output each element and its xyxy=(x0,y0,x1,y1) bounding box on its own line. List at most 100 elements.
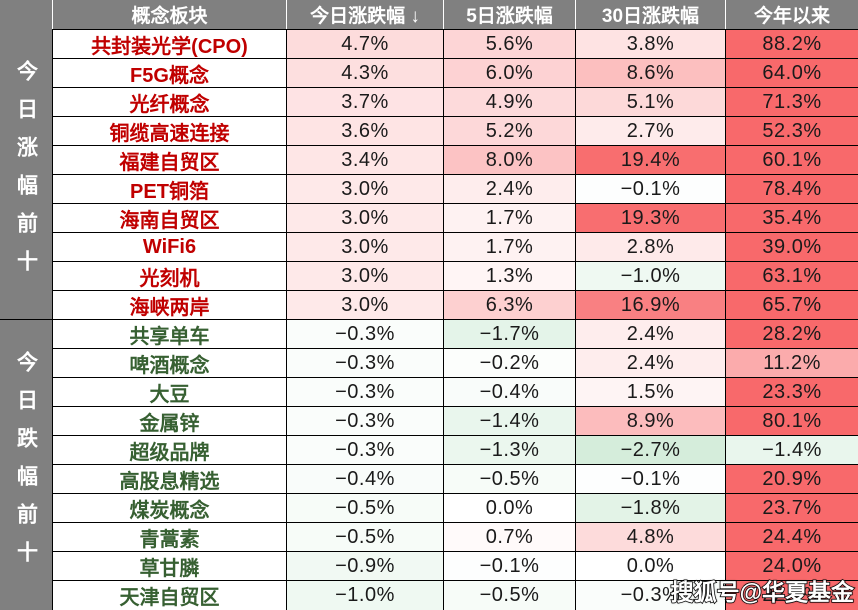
ytd-change-value: 35.4% xyxy=(725,204,858,232)
5day-change-value: 0.0% xyxy=(443,494,575,522)
table-row: 青蒿素 −0.5% 0.7% 4.8% 24.4% xyxy=(52,523,858,552)
5day-change-value: 4.9% xyxy=(443,88,575,116)
today-change-value: −0.5% xyxy=(286,523,443,551)
table-row: 光刻机 3.0% 1.3% −1.0% 63.1% xyxy=(52,262,858,291)
today-change-value: 3.7% xyxy=(286,88,443,116)
30day-change-value: 4.8% xyxy=(575,523,725,551)
sector-name: 光刻机 xyxy=(52,262,286,290)
sector-name: 共封装光学(CPO) xyxy=(52,30,286,58)
ytd-change-value: −1.4% xyxy=(725,436,858,464)
5day-change-value: 5.2% xyxy=(443,117,575,145)
30day-change-value: 1.5% xyxy=(575,378,725,406)
today-change-value: −0.9% xyxy=(286,552,443,580)
sector-name: 海峡两岸 xyxy=(52,291,286,319)
ytd-change-value: 24.0% xyxy=(725,552,858,580)
5day-change-value: −1.4% xyxy=(443,407,575,435)
ytd-change-value: 11.2% xyxy=(725,349,858,377)
today-change-value: −0.4% xyxy=(286,465,443,493)
today-change-value: 3.0% xyxy=(286,262,443,290)
ytd-change-value: 24.4% xyxy=(725,523,858,551)
ytd-change-value: 65.7% xyxy=(725,291,858,319)
sector-name: 光纤概念 xyxy=(52,88,286,116)
sector-name: WiFi6 xyxy=(52,233,286,261)
ytd-change-value: 60.1% xyxy=(725,146,858,174)
ytd-change-value: 23.7% xyxy=(725,494,858,522)
header-today-change-sorted-desc[interactable]: 今日涨跌幅 ↓ xyxy=(286,0,443,29)
today-change-value: 3.0% xyxy=(286,291,443,319)
table-row: 大豆 −0.3% −0.4% 1.5% 23.3% xyxy=(52,378,858,407)
today-change-value: 3.0% xyxy=(286,204,443,232)
table-row: 啤酒概念 −0.3% −0.2% 2.4% 11.2% xyxy=(52,349,858,378)
watermark-text: 搜狐号@华夏基金 xyxy=(670,578,855,606)
table-row: 高股息精选 −0.4% −0.5% −0.1% 20.9% xyxy=(52,465,858,494)
sector-name: 海南自贸区 xyxy=(52,204,286,232)
today-change-value: 4.7% xyxy=(286,30,443,58)
5day-change-value: −1.7% xyxy=(443,320,575,348)
sector-name: 铜缆高速连接 xyxy=(52,117,286,145)
table-row: 天津自贸区 −1.0% −0.5% −0.3% 22.4% xyxy=(52,581,858,610)
table-header-row: 概念板块 今日涨跌幅 ↓ 5日涨跌幅 30日涨跌幅 今年以来 xyxy=(52,0,858,30)
table-row: 海南自贸区 3.0% 1.7% 19.3% 35.4% xyxy=(52,204,858,233)
ytd-change-value: 78.4% xyxy=(725,175,858,203)
5day-change-value: 2.4% xyxy=(443,175,575,203)
sector-name: 共享单车 xyxy=(52,320,286,348)
5day-change-value: 6.0% xyxy=(443,59,575,87)
ytd-change-value: 23.3% xyxy=(725,378,858,406)
5day-change-value: 6.3% xyxy=(443,291,575,319)
30day-change-value: 8.9% xyxy=(575,407,725,435)
group-gainers-section: 今日涨幅前十 xyxy=(0,0,52,320)
today-change-value: 3.4% xyxy=(286,146,443,174)
5day-change-value: 8.0% xyxy=(443,146,575,174)
ytd-change-value: 88.2% xyxy=(725,30,858,58)
today-change-value: −1.0% xyxy=(286,581,443,610)
sector-name: 超级品牌 xyxy=(52,436,286,464)
30day-change-value: 8.6% xyxy=(575,59,725,87)
table-row: 福建自贸区 3.4% 8.0% 19.4% 60.1% xyxy=(52,146,858,175)
group-losers-section: 今日跌幅前十 xyxy=(0,320,52,610)
sector-name: PET铜箔 xyxy=(52,175,286,203)
ytd-change-value: 71.3% xyxy=(725,88,858,116)
30day-change-value: 16.9% xyxy=(575,291,725,319)
5day-change-value: −0.1% xyxy=(443,552,575,580)
ytd-change-value: 80.1% xyxy=(725,407,858,435)
5day-change-value: −0.2% xyxy=(443,349,575,377)
sector-name: 金属锌 xyxy=(52,407,286,435)
group-losers-label: 今日跌幅前十 xyxy=(14,351,38,579)
sector-name: 高股息精选 xyxy=(52,465,286,493)
table-row: 煤炭概念 −0.5% 0.0% −1.8% 23.7% xyxy=(52,494,858,523)
ytd-change-value: 52.3% xyxy=(725,117,858,145)
table-row: 光纤概念 3.7% 4.9% 5.1% 71.3% xyxy=(52,88,858,117)
today-change-value: 3.0% xyxy=(286,233,443,261)
30day-change-value: −0.1% xyxy=(575,175,725,203)
today-change-value: −0.3% xyxy=(286,320,443,348)
header-30day-change[interactable]: 30日涨跌幅 xyxy=(575,0,725,29)
5day-change-value: 5.6% xyxy=(443,30,575,58)
5day-change-value: −0.4% xyxy=(443,378,575,406)
ytd-change-value: 22.4% xyxy=(725,581,858,610)
ytd-change-value: 28.2% xyxy=(725,320,858,348)
table-row: 共封装光学(CPO) 4.7% 5.6% 3.8% 88.2% xyxy=(52,30,858,59)
5day-change-value: −0.5% xyxy=(443,581,575,610)
30day-change-value: 2.7% xyxy=(575,117,725,145)
today-change-value: 4.3% xyxy=(286,59,443,87)
header-sector-name[interactable]: 概念板块 xyxy=(52,0,286,29)
group-gainers-label: 今日涨幅前十 xyxy=(14,59,38,288)
today-change-value: −0.3% xyxy=(286,378,443,406)
30day-change-value: −0.1% xyxy=(575,465,725,493)
header-5day-change[interactable]: 5日涨跌幅 xyxy=(443,0,575,29)
table-row: 金属锌 −0.3% −1.4% 8.9% 80.1% xyxy=(52,407,858,436)
30day-change-value: −1.0% xyxy=(575,262,725,290)
sector-name: 煤炭概念 xyxy=(52,494,286,522)
header-ytd-change[interactable]: 今年以来 xyxy=(725,0,858,29)
ytd-change-value: 63.1% xyxy=(725,262,858,290)
table-row: WiFi6 3.0% 1.7% 2.8% 39.0% xyxy=(52,233,858,262)
ytd-change-value: 39.0% xyxy=(725,233,858,261)
today-change-value: −0.5% xyxy=(286,494,443,522)
table-row: F5G概念 4.3% 6.0% 8.6% 64.0% xyxy=(52,59,858,88)
table-body: 共封装光学(CPO) 4.7% 5.6% 3.8% 88.2% F5G概念 4.3% 6.0%… xyxy=(52,30,858,610)
sector-name: 大豆 xyxy=(52,378,286,406)
today-change-value: −0.3% xyxy=(286,349,443,377)
5day-change-value: 1.3% xyxy=(443,262,575,290)
30day-change-value: 2.4% xyxy=(575,320,725,348)
ytd-change-value: 20.9% xyxy=(725,465,858,493)
